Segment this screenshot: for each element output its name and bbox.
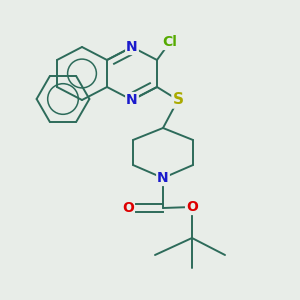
Text: S: S xyxy=(172,92,184,107)
Text: N: N xyxy=(157,171,169,185)
Text: Cl: Cl xyxy=(163,35,177,49)
Text: N: N xyxy=(126,40,138,54)
Text: O: O xyxy=(186,200,198,214)
Text: N: N xyxy=(126,93,138,107)
Text: O: O xyxy=(122,201,134,215)
